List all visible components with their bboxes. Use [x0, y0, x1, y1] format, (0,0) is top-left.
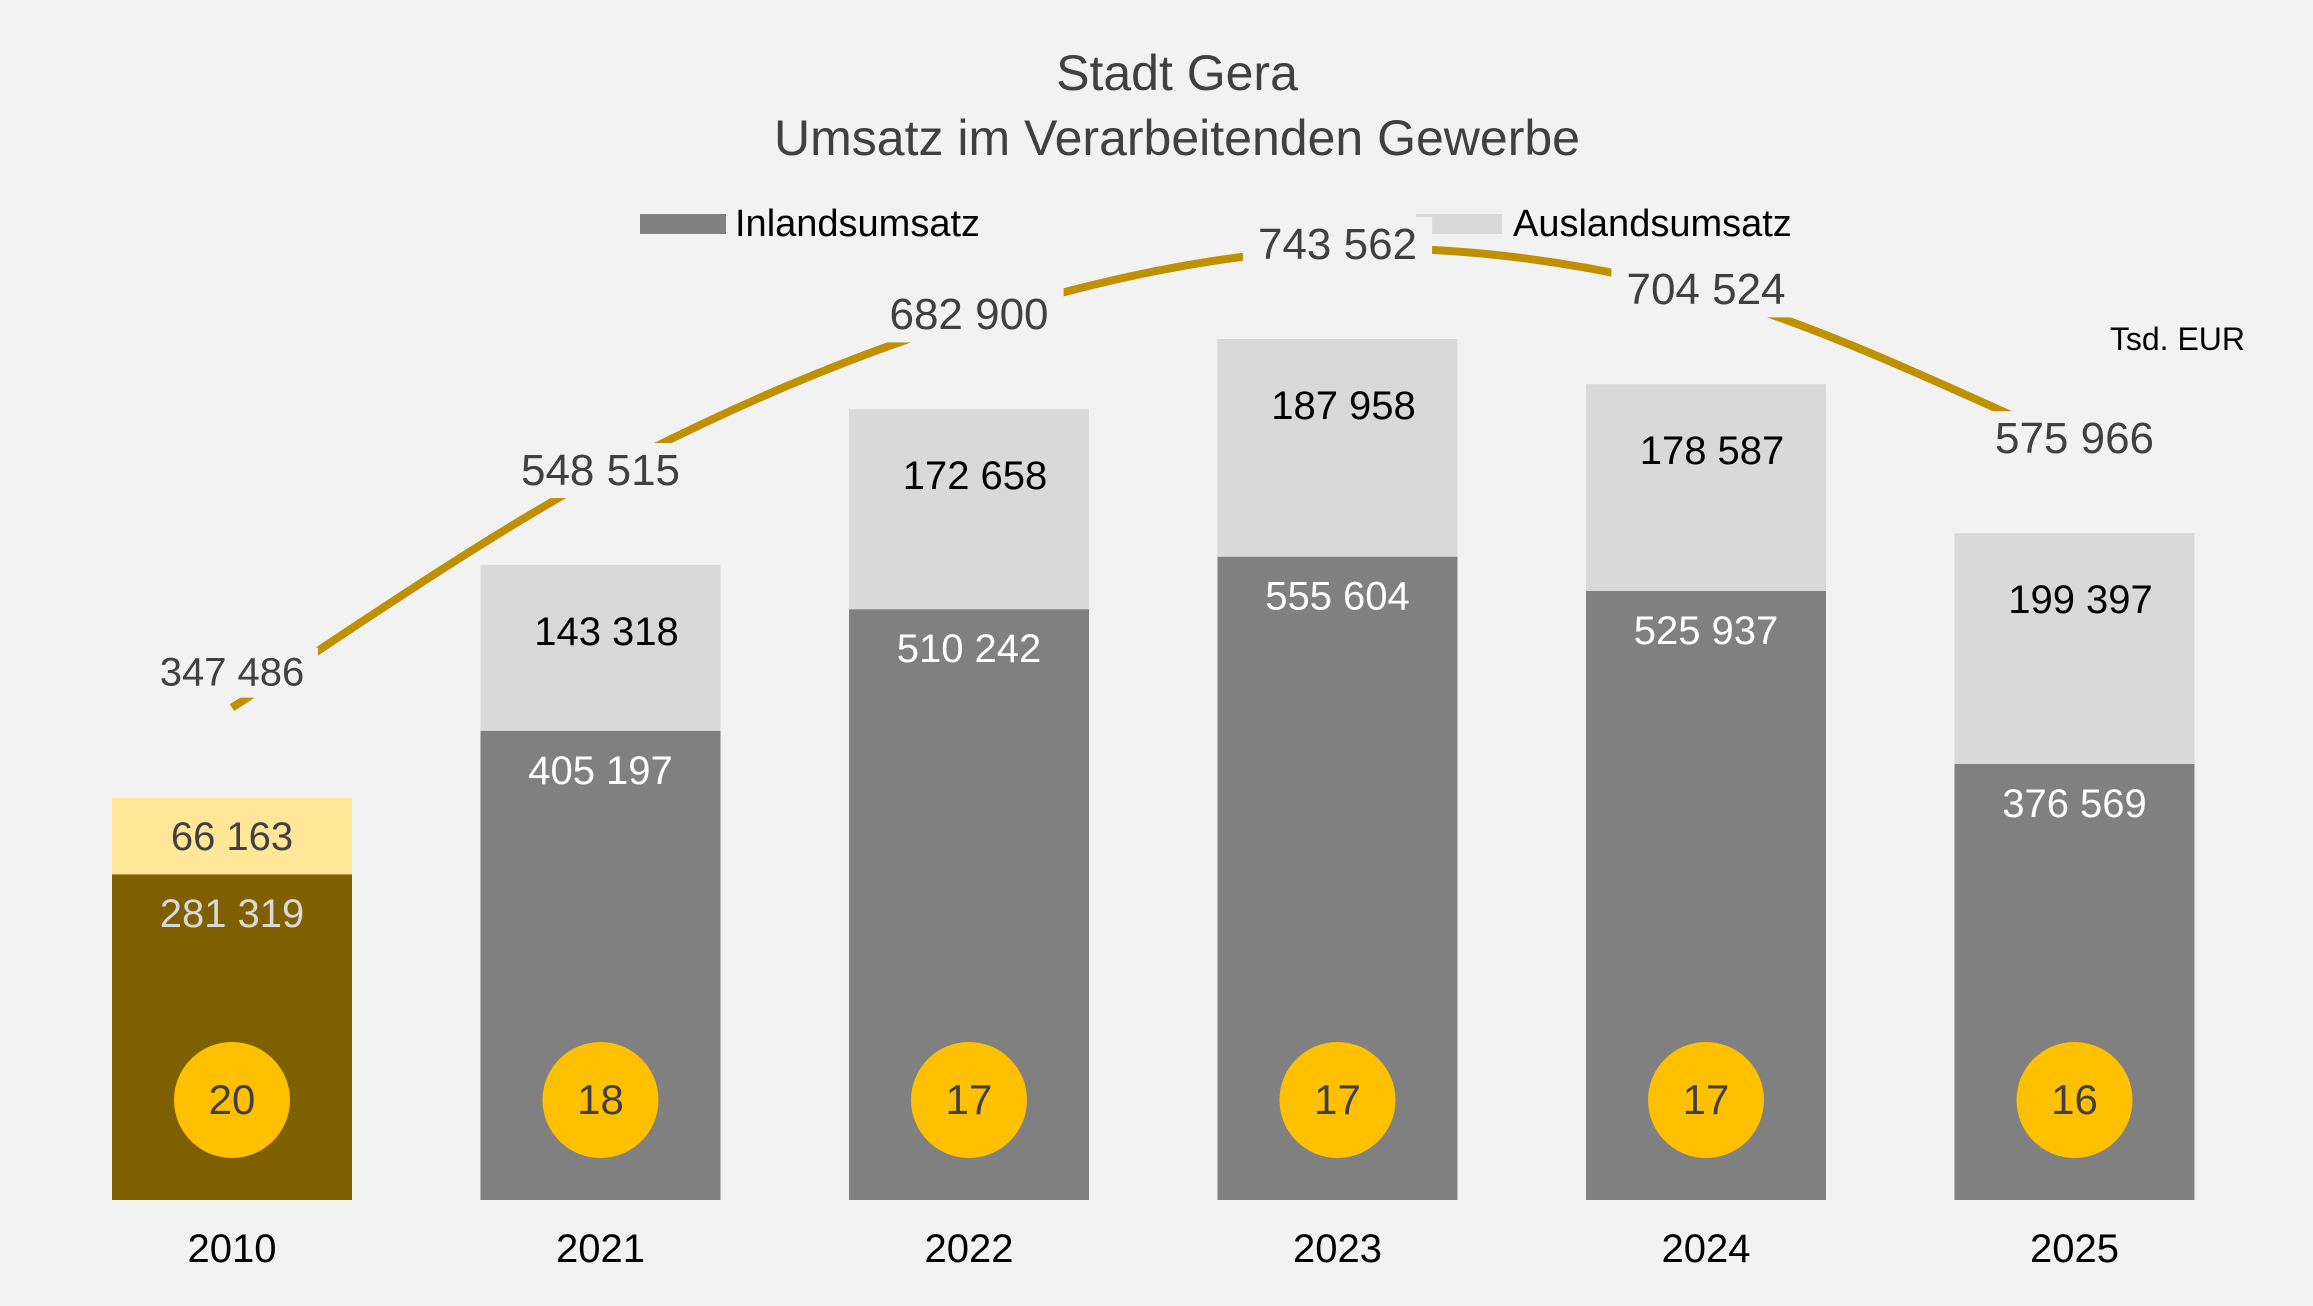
ausland-label-2025: 199 397: [2008, 578, 2153, 622]
inland-label-2010: 281 319: [160, 892, 305, 936]
chart-subtitle: Umsatz im Verarbeitenden Gewerbe: [774, 110, 1580, 166]
data-labels: 347 486 548 515 682 900 743 562 704 524 575 9…: [146, 217, 2170, 1158]
legend-swatch-inland: [640, 214, 726, 234]
badge-circle-2023: [1279, 1042, 1396, 1158]
x-tick-label-2022: 2022: [925, 1227, 1014, 1271]
bar-ausland-2024: [1586, 384, 1826, 591]
x-tick-label-2024: 2024: [1662, 1227, 1751, 1271]
badge-label-2024: 17: [1683, 1076, 1730, 1123]
ausland-label-2024: 178 587: [1640, 429, 1785, 473]
bar-ausland-2023: [1217, 339, 1458, 557]
inland-label-2022: 510 242: [897, 627, 1042, 671]
legend-swatch-ausland: [1416, 214, 1502, 234]
x-axis: 2010 2021 2022 2023 2024 2025: [188, 1227, 2119, 1271]
ausland-label-2021: 143 318: [534, 610, 679, 654]
badge-circle-2024: [1648, 1042, 1764, 1158]
total-label-bg-2025: [1979, 411, 2170, 467]
ausland-label-2022: 172 658: [903, 454, 1048, 498]
bar-ausland-2010: [112, 797, 352, 875]
badge-circle-2010: [174, 1042, 290, 1158]
bar-ausland-2022: [849, 409, 1089, 610]
ausland-label-2010: 66 163: [171, 815, 293, 859]
total-label-2024: 704 524: [1626, 265, 1785, 314]
total-label-2022: 682 900: [889, 290, 1048, 339]
total-label-2010: 347 486: [160, 651, 305, 695]
total-label-bg-2022: [874, 287, 1064, 343]
unit-label: Tsd. EUR: [2110, 321, 2245, 357]
chart-title: Stadt Gera: [1056, 45, 1298, 101]
x-tick-label-2010: 2010: [188, 1227, 277, 1271]
bars: [112, 339, 2195, 1200]
inland-label-2021: 405 197: [528, 749, 673, 793]
total-label-bg-2024: [1611, 262, 1801, 318]
x-tick-label-2023: 2023: [1293, 1227, 1382, 1271]
x-tick-label-2025: 2025: [2030, 1227, 2119, 1271]
badge-label-2023: 17: [1314, 1076, 1361, 1123]
total-label-bg-2010: [146, 647, 318, 698]
bar-ausland-2025: [1954, 533, 2195, 764]
inland-label-2023: 555 604: [1265, 575, 1410, 619]
badge-label-2021: 18: [577, 1076, 624, 1123]
badge-circle-2022: [911, 1042, 1027, 1158]
bar-ausland-2021: [480, 564, 721, 731]
total-label-2023: 743 562: [1258, 220, 1417, 269]
total-label-2025: 575 966: [1995, 414, 2154, 463]
total-label-bg-2023: [1242, 217, 1433, 273]
badge-label-2010: 20: [209, 1076, 256, 1123]
total-label-2021: 548 515: [521, 446, 680, 495]
badge-circle-2021: [542, 1042, 659, 1158]
inland-label-2024: 525 937: [1634, 609, 1779, 653]
badge-label-2025: 16: [2051, 1076, 2098, 1123]
inland-label-2025: 376 569: [2002, 782, 2147, 826]
legend: Inlandsumsatz Auslandsumsatz: [640, 203, 1792, 245]
legend-label-ausland: Auslandsumsatz: [1513, 203, 1792, 245]
total-label-bg-2021: [505, 443, 696, 499]
x-tick-label-2021: 2021: [556, 1227, 645, 1271]
badge-circle-2025: [2016, 1042, 2133, 1158]
legend-label-inland: Inlandsumsatz: [735, 203, 980, 245]
badge-label-2022: 17: [946, 1076, 993, 1123]
ausland-label-2023: 187 958: [1271, 384, 1416, 428]
